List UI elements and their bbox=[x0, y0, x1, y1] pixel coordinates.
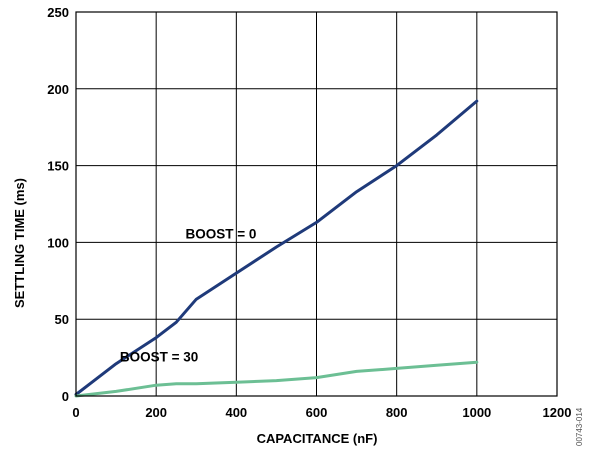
y-tick-labels: 0 50 100 150 200 250 bbox=[47, 5, 69, 404]
y-tick-label: 150 bbox=[47, 159, 69, 174]
x-tick-labels: 0 200 400 600 800 1000 1200 bbox=[72, 405, 571, 420]
series-label-boost-0: BOOST = 0 bbox=[185, 226, 256, 241]
x-tick-label: 1200 bbox=[543, 405, 572, 420]
series-label-boost-30: BOOST = 30 bbox=[120, 349, 198, 364]
figure-code: 00743-014 bbox=[575, 407, 584, 446]
x-tick-label: 600 bbox=[306, 405, 328, 420]
x-tick-label: 0 bbox=[72, 405, 79, 420]
x-tick-label: 200 bbox=[145, 405, 167, 420]
y-tick-label: 0 bbox=[62, 389, 69, 404]
x-tick-label: 1000 bbox=[462, 405, 491, 420]
series-labels: BOOST = 0 BOOST = 30 bbox=[120, 226, 257, 364]
series-line-boost-30 bbox=[74, 360, 479, 398]
y-tick-label: 50 bbox=[55, 312, 69, 327]
series-line-boost-0 bbox=[74, 99, 479, 396]
y-tick-label: 100 bbox=[47, 235, 69, 250]
y-tick-label: 250 bbox=[47, 5, 69, 20]
y-tick-label: 200 bbox=[47, 82, 69, 97]
grid-lines bbox=[76, 12, 557, 396]
plot-frame bbox=[75, 11, 558, 397]
x-tick-label: 400 bbox=[225, 405, 247, 420]
x-tick-label: 800 bbox=[386, 405, 408, 420]
x-axis-label: CAPACITANCE (nF) bbox=[257, 431, 378, 446]
series-lines bbox=[74, 99, 479, 398]
y-axis-label: SETTLING TIME (ms) bbox=[12, 178, 27, 308]
